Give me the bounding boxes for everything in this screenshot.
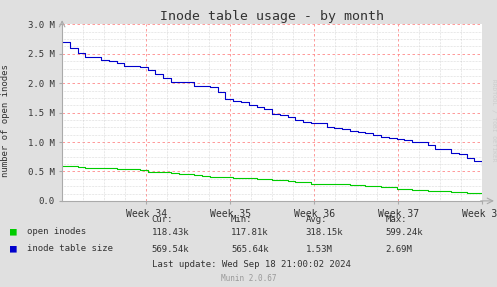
Text: 2.69M: 2.69M <box>385 245 412 254</box>
Text: 117.81k: 117.81k <box>231 228 269 237</box>
Text: Munin 2.0.67: Munin 2.0.67 <box>221 274 276 283</box>
Text: 118.43k: 118.43k <box>152 228 189 237</box>
Text: inode table size: inode table size <box>27 244 113 253</box>
Text: RRDTOOL / TOBI OETIKER: RRDTOOL / TOBI OETIKER <box>491 79 496 162</box>
Text: 565.64k: 565.64k <box>231 245 269 254</box>
Text: 318.15k: 318.15k <box>306 228 343 237</box>
Text: ■: ■ <box>10 243 17 253</box>
Text: number of open inodes: number of open inodes <box>1 64 10 177</box>
Text: 599.24k: 599.24k <box>385 228 423 237</box>
Text: open inodes: open inodes <box>27 226 86 236</box>
Text: ■: ■ <box>10 226 17 236</box>
Text: Max:: Max: <box>385 215 407 224</box>
Text: Cur:: Cur: <box>152 215 173 224</box>
Title: Inode table usage - by month: Inode table usage - by month <box>160 10 384 23</box>
Text: Min:: Min: <box>231 215 252 224</box>
Text: Last update: Wed Sep 18 21:00:02 2024: Last update: Wed Sep 18 21:00:02 2024 <box>152 260 350 269</box>
Text: 1.53M: 1.53M <box>306 245 332 254</box>
Text: Avg:: Avg: <box>306 215 327 224</box>
Text: 569.54k: 569.54k <box>152 245 189 254</box>
